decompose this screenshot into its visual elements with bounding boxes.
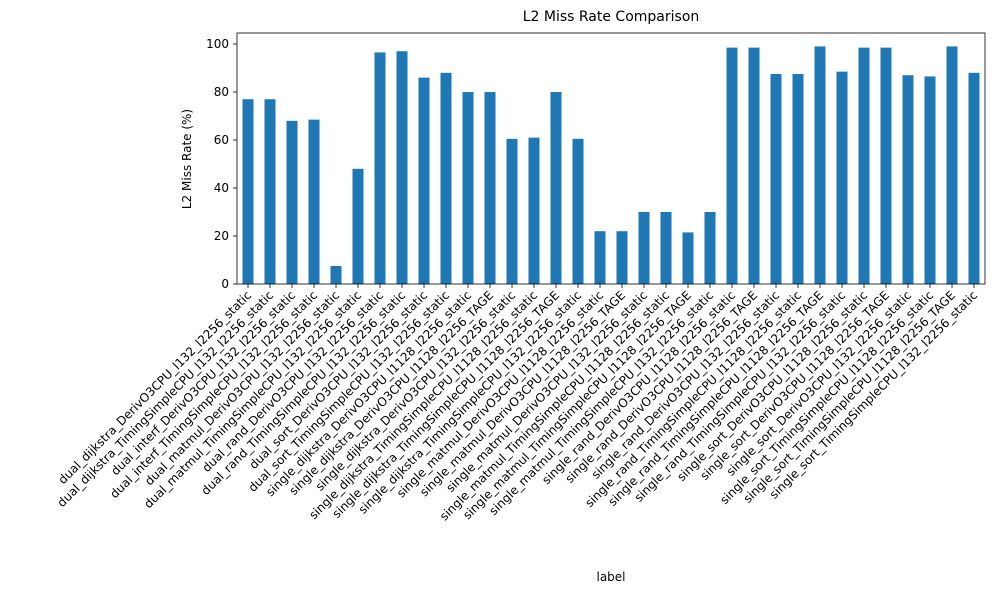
bar xyxy=(616,231,628,284)
bar xyxy=(770,74,782,284)
y-tick-label: 60 xyxy=(214,133,229,147)
bar xyxy=(462,92,474,284)
bar xyxy=(242,99,254,284)
bar xyxy=(374,52,386,284)
plot-frame xyxy=(236,32,986,285)
bar xyxy=(748,47,760,285)
bar xyxy=(836,71,848,284)
bar xyxy=(528,137,540,284)
bar xyxy=(352,168,364,284)
bar xyxy=(660,212,672,284)
bar xyxy=(594,231,606,284)
bar xyxy=(792,74,804,284)
bar xyxy=(506,138,518,284)
bar xyxy=(726,47,738,285)
bar xyxy=(440,72,452,284)
y-tick-label: 100 xyxy=(206,37,229,51)
bar xyxy=(572,138,584,284)
bar xyxy=(286,120,298,284)
bar xyxy=(924,76,936,284)
bar xyxy=(638,212,650,284)
bar xyxy=(858,47,870,285)
bar xyxy=(308,119,320,285)
y-tick-label: 40 xyxy=(214,181,229,195)
x-axis-label: label xyxy=(596,570,625,584)
bar xyxy=(330,266,342,284)
bar xyxy=(968,72,980,284)
bar xyxy=(880,47,892,285)
y-tick-label: 80 xyxy=(214,85,229,99)
bar xyxy=(484,92,496,284)
bar xyxy=(550,92,562,284)
bar xyxy=(396,51,408,285)
y-axis-label: L2 Miss Rate (%) xyxy=(180,109,194,209)
bar xyxy=(682,232,694,284)
bar xyxy=(264,99,276,284)
bar xyxy=(814,46,826,284)
y-tick-label: 0 xyxy=(221,277,229,291)
bar xyxy=(946,46,958,284)
bar xyxy=(418,77,430,284)
bar xyxy=(704,212,716,284)
chart-title: L2 Miss Rate Comparison xyxy=(523,9,700,25)
bar xyxy=(902,75,914,284)
y-tick-label: 20 xyxy=(214,229,229,243)
